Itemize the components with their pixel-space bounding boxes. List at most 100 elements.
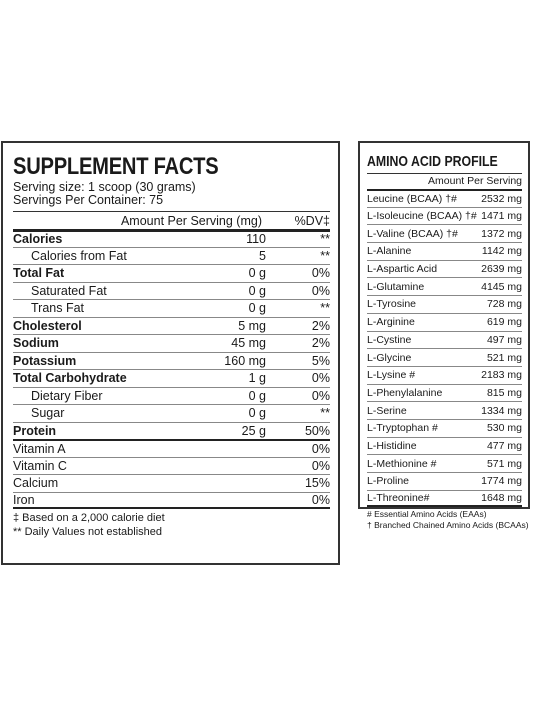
amino-row: L-Proline 1774 mg: [367, 472, 522, 490]
nutrient-label: Iron: [13, 492, 35, 507]
amino-label: L-Proline: [367, 475, 410, 488]
nutrient-dv: 0%: [311, 458, 330, 473]
dv-column-header: %DV‡: [294, 214, 330, 229]
amino-row: L-Threonine# 1648 mg: [367, 489, 522, 508]
facts-row: Calories 110 **: [13, 229, 330, 247]
amino-row: L-Histidine 477 mg: [367, 436, 522, 455]
nutrient-label: Protein: [13, 423, 57, 438]
amino-amount: 571 mg: [486, 457, 522, 470]
amino-amount: 477 mg: [486, 439, 522, 452]
amino-label: L-Methionine #: [367, 457, 437, 470]
facts-row: Potassium 160 mg 5%: [13, 351, 330, 370]
amino-label: L-Glycine: [367, 351, 412, 364]
facts-row: Cholesterol 5 mg 2%: [13, 316, 330, 335]
facts-row: Dietary Fiber 0 g 0%: [13, 386, 330, 405]
supplement-facts-title: SUPPLEMENT FACTS: [13, 153, 219, 180]
nutrient-amount: 0 g: [248, 266, 266, 281]
amino-amount: 1334 mg: [481, 404, 522, 417]
amino-row: L-Alanine 1142 mg: [367, 242, 522, 260]
nutrient-dv: 0%: [311, 266, 330, 281]
nutrient-label: Dietary Fiber: [31, 388, 103, 403]
nutrient-dv: **: [320, 248, 330, 263]
amino-label: L-Histidine: [367, 439, 417, 452]
amino-amount: 728 mg: [486, 298, 522, 311]
amino-footnotes: # Essential Amino Acids (EAAs) † Branche…: [367, 509, 529, 531]
nutrient-label: Calories from Fat: [31, 248, 127, 263]
nutrient-label: Saturated Fat: [31, 283, 107, 298]
nutrient-label: Total Carbohydrate: [13, 371, 127, 386]
nutrient-dv: **: [320, 232, 330, 247]
amino-row: L-Arginine 619 mg: [367, 312, 522, 331]
amino-row: L-Methionine # 571 mg: [367, 454, 522, 472]
nutrient-label: Trans Fat: [31, 301, 85, 316]
nutrient-amount: 25 g: [241, 423, 266, 438]
nutrient-amount: 45 mg: [231, 336, 266, 351]
facts-row: Vitamin A 0%: [13, 439, 330, 457]
nutrient-dv: 15%: [304, 476, 330, 491]
amino-row: L-Phenylalanine 815 mg: [367, 383, 522, 402]
footnote: ** Daily Values not established: [13, 526, 162, 538]
nutrient-amount: 5 mg: [238, 318, 266, 333]
nutrient-label: Total Fat: [13, 266, 65, 281]
amino-amount: 2532 mg: [481, 192, 522, 205]
amino-label: Leucine (BCAA) †#: [367, 192, 457, 205]
facts-header-row: Amount Per Serving (mg) %DV‡: [13, 211, 330, 229]
amino-label: L-Serine: [367, 404, 407, 417]
amino-label: L-Tyrosine: [367, 298, 417, 311]
amino-label: L-Tryptophan #: [367, 422, 438, 435]
amino-amount: 1774 mg: [481, 475, 522, 488]
footnote: ‡ Based on a 2,000 calorie diet: [13, 512, 165, 524]
amino-label: L-Glutamine: [367, 280, 425, 293]
amino-label: L-Threonine#: [367, 492, 430, 505]
amino-label: L-Arginine: [367, 316, 415, 329]
nutrient-dv: 5%: [311, 353, 330, 368]
nutrient-amount: 0 g: [248, 406, 266, 421]
nutrient-dv: 0%: [311, 388, 330, 403]
amount-column-header: Amount Per Serving (mg): [120, 214, 262, 229]
facts-row: Vitamin C 0%: [13, 456, 330, 475]
amino-row: L-Isoleucine (BCAA) †# 1471 mg: [367, 206, 522, 225]
nutrient-dv: 0%: [311, 492, 330, 507]
amino-amount: 1648 mg: [481, 492, 522, 505]
nutrient-label: Vitamin C: [13, 458, 67, 473]
facts-row: Iron 0%: [13, 491, 330, 509]
servings-per-container: Servings Per Container: 75: [13, 193, 164, 207]
amino-row: L-Tryptophan # 530 mg: [367, 418, 522, 437]
nutrient-dv: **: [320, 406, 330, 421]
nutrient-label: Calories: [13, 232, 63, 247]
nutrient-dv: 0%: [311, 283, 330, 298]
nutrient-dv: 50%: [304, 423, 330, 438]
nutrient-label: Vitamin A: [13, 441, 66, 456]
serving-size: Serving size: 1 scoop (30 grams): [13, 180, 196, 194]
amino-row: L-Aspartic Acid 2639 mg: [367, 259, 522, 278]
amino-amount: 4145 mg: [481, 280, 522, 293]
nutrient-dv: 2%: [311, 318, 330, 333]
nutrient-amount: 0 g: [248, 283, 266, 298]
amino-amount: 619 mg: [486, 316, 522, 329]
facts-row: Protein 25 g 50%: [13, 421, 330, 440]
amino-label: L-Isoleucine (BCAA) †#: [367, 210, 477, 223]
amino-row: L-Cystine 497 mg: [367, 330, 522, 349]
amino-row: L-Glutamine 4145 mg: [367, 277, 522, 295]
amino-amount: 1142 mg: [481, 245, 522, 258]
amino-acid-profile-title: AMINO ACID PROFILE: [367, 153, 498, 170]
amino-acid-profile-panel: AMINO ACID PROFILE Amount Per Serving Le…: [358, 141, 530, 530]
nutrient-label: Sugar: [31, 406, 65, 421]
amino-amount: 2639 mg: [481, 263, 522, 276]
amino-amount: 497 mg: [486, 333, 522, 346]
facts-row: Total Carbohydrate 1 g 0%: [13, 369, 330, 387]
amino-label: L-Valine (BCAA) †#: [367, 227, 458, 240]
nutrient-amount: 110: [246, 232, 266, 247]
facts-row: Sodium 45 mg 2%: [13, 334, 330, 352]
amino-amount-header: Amount Per Serving: [367, 173, 522, 189]
nutrient-amount: 0 g: [248, 388, 266, 403]
nutrient-label: Potassium: [13, 353, 77, 368]
nutrient-dv: **: [320, 301, 330, 316]
nutrient-label: Calcium: [13, 476, 59, 491]
facts-footnotes: ‡ Based on a 2,000 calorie diet ** Daily…: [13, 511, 330, 539]
amino-row: Leucine (BCAA) †# 2532 mg: [367, 189, 522, 207]
amino-label: L-Alanine: [367, 245, 412, 258]
footnote: † Branched Chained Amino Acids (BCAAs): [367, 520, 529, 531]
amino-row: L-Serine 1334 mg: [367, 401, 522, 419]
nutrient-dv: 2%: [311, 336, 330, 351]
